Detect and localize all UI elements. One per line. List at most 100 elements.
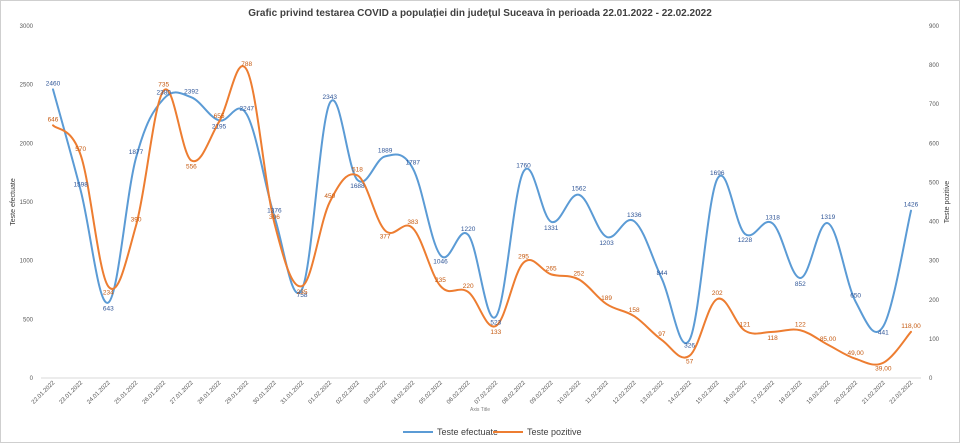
- data-label-teste-efectuate: 2195: [212, 123, 227, 130]
- data-label-teste-efectuate: 523: [490, 320, 501, 327]
- data-label-teste-efectuate: 1598: [73, 182, 88, 189]
- data-label-teste-efectuate: 643: [103, 306, 114, 313]
- x-tick-label: 09.02.2022: [529, 380, 555, 406]
- y-axis-ticks: 0 500 1000 1500 2000 2500 3000: [20, 24, 34, 382]
- x-tick-label: 21.02.2022: [861, 380, 887, 406]
- data-label-teste-pozitive: 118: [767, 335, 778, 342]
- x-tick-label: 22.01.2022: [31, 380, 57, 406]
- data-label-teste-efectuate: 1376: [267, 208, 282, 215]
- x-tick-label: 02.02.2022: [335, 380, 361, 406]
- data-label-teste-efectuate: 1318: [765, 214, 780, 221]
- y2-tick-label: 800: [929, 63, 940, 69]
- data-label-teste-efectuate: 1319: [821, 214, 836, 221]
- data-label-teste-pozitive: 85,00: [820, 336, 837, 343]
- x-tick-label: 29.01.2022: [225, 380, 251, 406]
- x-tick-label: 17.02.2022: [751, 380, 777, 406]
- data-label-teste-pozitive: 235: [435, 277, 446, 284]
- x-tick-label: 25.01.2022: [114, 380, 140, 406]
- data-label-teste-efectuate: 1228: [738, 237, 753, 244]
- x-tick-label: 28.01.2022: [197, 380, 223, 406]
- data-label-teste-pozitive: 646: [48, 116, 59, 123]
- y-tick-label: 2000: [20, 141, 34, 147]
- data-label-teste-pozitive: 235: [297, 289, 308, 296]
- series-lines: [52, 65, 912, 366]
- y2-tick-label: 700: [929, 102, 940, 108]
- x-tick-label: 18.02.2022: [778, 380, 804, 406]
- y-tick-label: 500: [23, 317, 34, 323]
- series-line-teste-pozitive: [52, 65, 912, 366]
- data-label-teste-pozitive: 220: [463, 283, 474, 290]
- data-label-teste-efectuate: 1426: [904, 202, 919, 209]
- y-tick-label: 1500: [20, 200, 34, 206]
- data-label-teste-efectuate: 1889: [378, 147, 393, 154]
- data-label-teste-efectuate: 1688: [350, 183, 365, 190]
- x-tick-label: 06.02.2022: [446, 380, 472, 406]
- data-label-teste-pozitive: 97: [658, 331, 666, 338]
- y-axis-title: Teste efectuate: [10, 178, 17, 226]
- data-label-teste-efectuate: 844: [656, 270, 667, 277]
- data-label-teste-efectuate: 650: [850, 293, 861, 300]
- data-label-teste-efectuate: 1760: [516, 162, 531, 169]
- data-label-teste-efectuate: 1787: [406, 159, 421, 166]
- x-tick-label: 23.01.2022: [59, 380, 85, 406]
- data-label-teste-efectuate: 2247: [240, 105, 255, 112]
- data-label-teste-efectuate: 2392: [184, 88, 199, 95]
- data-label-teste-pozitive: 158: [629, 307, 640, 314]
- data-label-teste-pozitive: 377: [380, 234, 391, 241]
- x-tick-label: 11.02.2022: [585, 380, 611, 406]
- data-label-teste-pozitive: 118,00: [901, 323, 921, 330]
- data-label-teste-pozitive: 788: [241, 61, 252, 68]
- legend-label-teste-pozitive: Teste pozitive: [527, 427, 582, 437]
- x-tick-label: 31.01.2022: [280, 380, 306, 406]
- x-tick-label: 15.02.2022: [695, 380, 721, 406]
- data-label-teste-pozitive: 735: [158, 82, 169, 89]
- data-label-teste-pozitive: 396: [269, 214, 280, 221]
- data-label-teste-efectuate: 2460: [46, 80, 61, 87]
- x-tick-label: 07.02.2022: [474, 380, 500, 406]
- data-label-teste-efectuate: 1562: [572, 186, 587, 193]
- data-label-teste-pozitive: 265: [546, 265, 557, 272]
- y-tick-label: 3000: [20, 24, 34, 30]
- y-tick-label: 0: [30, 376, 34, 382]
- x-tick-label: 08.02.2022: [501, 380, 527, 406]
- data-label-teste-pozitive: 450: [324, 193, 335, 200]
- data-label-teste-efectuate: 852: [795, 281, 806, 288]
- y2-tick-label: 300: [929, 259, 940, 265]
- data-label-teste-efectuate: 441: [878, 329, 889, 336]
- x-tick-label: 22.02.2022: [889, 380, 915, 406]
- data-label-teste-efectuate: 1331: [544, 225, 559, 232]
- data-label-teste-pozitive: 252: [573, 270, 584, 277]
- x-axis-ticks: 22.01.2022 23.01.2022 24.01.2022 25.01.2022…: [31, 380, 915, 406]
- data-label-teste-efectuate: 2380: [156, 90, 171, 97]
- legend: Teste efectuate Teste pozitive: [403, 427, 582, 437]
- y-tick-label: 1000: [20, 259, 34, 265]
- y2-tick-label: 100: [929, 337, 940, 343]
- data-label-teste-pozitive: 655: [214, 113, 225, 120]
- data-label-teste-pozitive: 390: [131, 216, 142, 223]
- data-label-teste-efectuate: 2343: [323, 94, 338, 101]
- data-label-teste-pozitive: 122: [795, 321, 806, 328]
- x-tick-label: 05.02.2022: [418, 380, 444, 406]
- data-label-teste-efectuate: 1877: [129, 149, 144, 156]
- x-tick-label: 14.02.2022: [668, 380, 694, 406]
- x-tick-label: 10.02.2022: [557, 380, 583, 406]
- x-tick-label: 24.01.2022: [86, 380, 112, 406]
- data-label-teste-pozitive: 39,00: [875, 366, 892, 373]
- data-label-teste-efectuate: 326: [684, 343, 695, 350]
- data-label-teste-efectuate: 758: [297, 292, 308, 299]
- data-label-teste-pozitive: 295: [518, 254, 529, 261]
- x-tick-label: 12.02.2022: [612, 380, 638, 406]
- y2-tick-label: 200: [929, 298, 940, 304]
- chart-title: Grafic privind testarea COVID a populați…: [248, 8, 712, 19]
- y2-tick-label: 900: [929, 24, 940, 30]
- data-label-teste-pozitive: 133: [490, 329, 501, 336]
- x-tick-label: 27.01.2022: [169, 380, 195, 406]
- data-label-teste-pozitive: 202: [712, 290, 723, 297]
- data-label-teste-pozitive: 189: [601, 295, 612, 302]
- x-tick-label: 16.02.2022: [723, 380, 749, 406]
- x-tick-label: 03.02.2022: [363, 380, 389, 406]
- y-tick-label: 2500: [20, 83, 34, 89]
- y2-axis-title: Teste pozitive: [944, 181, 951, 224]
